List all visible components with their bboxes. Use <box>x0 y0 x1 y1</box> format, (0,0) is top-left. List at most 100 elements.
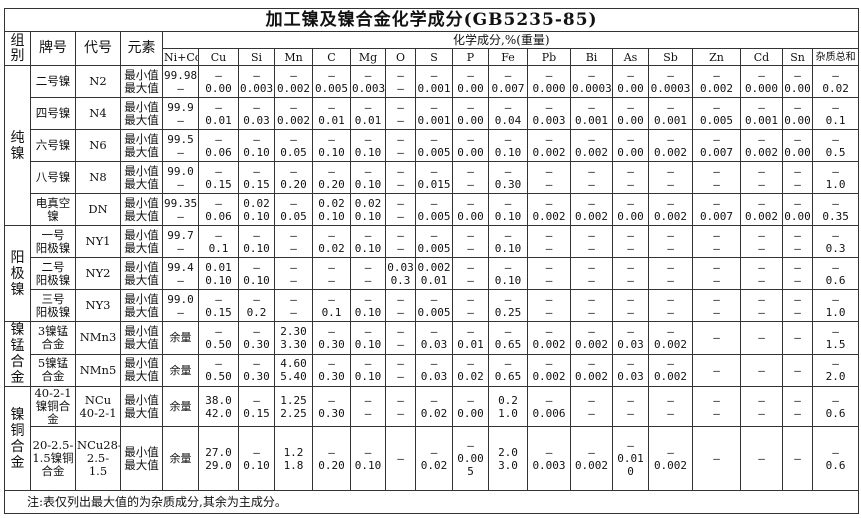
value-cell: — <box>782 321 813 355</box>
element-header: Bi <box>570 48 613 66</box>
header-group: 组 别 <box>4 31 31 66</box>
value-cell: — <box>692 321 741 355</box>
value-cell: — 0.005 <box>415 289 453 322</box>
value-cell: 1.25 2.25 <box>274 386 313 427</box>
value-cell: — 0.20 <box>274 161 313 194</box>
value-cell: — 0.007 <box>692 193 741 226</box>
minmax-label: 最小值 最大值 <box>120 321 163 355</box>
group-label: 镍 锰 合 金 <box>4 321 31 387</box>
value-cell: — 0.30 <box>312 353 351 387</box>
table-row: 纯 镍二号镍 N2 最小值 最大值 99.98 — — 0.00— 0.003— 0.0… <box>4 65 860 226</box>
value-cell: — — <box>782 386 813 427</box>
value-cell: — 0.20 <box>312 161 351 194</box>
minmax-label: 最小值 最大值 <box>120 386 163 427</box>
value-cell: — — <box>648 386 693 427</box>
value-cell: — — <box>312 257 351 290</box>
table-title: 加工镍及镍合金化学成分(GB5235-85) <box>3 8 860 32</box>
value-cell: — 0.02 <box>312 225 351 258</box>
value-cell: — 0.002 <box>570 321 613 355</box>
value-cell: — — <box>452 289 489 322</box>
value-cell: — — <box>274 289 313 322</box>
value-cell: — 0.00 <box>782 97 813 130</box>
value-cell: — 0.002 <box>648 426 693 491</box>
value-cell: — 0.007 <box>488 65 528 98</box>
value-cell: — 0.002 <box>648 321 693 355</box>
element-header: Pb <box>527 48 571 66</box>
value-cell: — — <box>274 225 313 258</box>
value-cell: — — <box>274 257 313 290</box>
value-cell: — 0.06 <box>198 129 239 162</box>
composition-table: 加工镍及镍合金化学成分(GB5235-85) 组 别 牌号 代号 元素 化学成分… <box>3 8 860 514</box>
value-cell: — 0.10 <box>350 289 386 322</box>
value-cell: — 0.6 <box>811 426 860 491</box>
value-cell: — 0.6 <box>811 386 860 427</box>
value-cell: — — <box>612 161 649 194</box>
value-cell: — 0.002 <box>570 353 613 387</box>
grade-cell: 3镍锰 合金 <box>30 321 76 355</box>
minmax-label: 最小值 最大值 <box>120 353 163 387</box>
value-cell: 0.02 0.10 <box>238 193 275 226</box>
element-header: Fe <box>488 48 528 66</box>
value-cell: — 2.0 <box>811 353 860 387</box>
grade-cell: 40-2-1 镍铜合 金 <box>30 386 76 427</box>
value-cell: — 0.6 <box>811 257 860 290</box>
minmax-label: 最小值 最大值 <box>120 193 163 226</box>
value-cell: — 0.02 <box>415 386 453 427</box>
value-cell: — 0.002 <box>527 321 571 355</box>
value-cell: 4.60 5.40 <box>274 353 313 387</box>
value-cell: — 0.5 <box>811 129 860 162</box>
value-cell: — 0.10 <box>350 129 386 162</box>
value-cell: — 0.1 <box>312 289 351 322</box>
value-cell: — — <box>527 289 571 322</box>
value-cell: — — <box>385 289 416 322</box>
value-cell: — 0.10 <box>312 129 351 162</box>
value-cell: — 0.06 <box>198 193 239 226</box>
value-cell: — 0.000 <box>740 65 783 98</box>
value-cell: — — <box>350 257 386 290</box>
code-cell: DN <box>75 193 121 226</box>
value-cell: — 0.50 <box>198 353 239 387</box>
value-cell: — 0.02 <box>452 353 489 387</box>
minmax-label: 最小值 最大值 <box>120 129 163 162</box>
code-cell: N4 <box>75 97 121 130</box>
code-cell: NMn5 <box>75 353 121 387</box>
value-cell: 2.0 3.0 <box>488 426 528 491</box>
value-cell: — — <box>740 161 783 194</box>
value-cell: 余量 <box>162 386 199 427</box>
table-row: 二号 阳极镍 NY2 最小值 最大值 99.4 —0.01 0.10— 0.10— —… <box>5 257 860 290</box>
value-cell: — — <box>648 161 693 194</box>
value-cell: — 0.01 <box>350 97 386 130</box>
value-cell: — 0.00 <box>782 129 813 162</box>
value-cell: — — <box>740 257 783 290</box>
code-cell: NCu 40-2-1 <box>75 386 121 427</box>
value-cell: — <box>740 353 783 387</box>
value-cell: 27.0 29.0 <box>198 426 239 491</box>
value-cell: 99.0 — <box>162 289 199 322</box>
value-cell: — — <box>570 386 613 427</box>
value-cell: — 0.10 <box>238 257 275 290</box>
value-cell: — 0.000 <box>527 65 571 98</box>
table-row: 六号镍 N6 最小值 最大值 99.5 — — 0.06— 0.10— 0.05— 0.… <box>5 129 860 162</box>
element-header: S <box>415 48 453 66</box>
value-cell: — 0.03 <box>612 353 649 387</box>
value-cell: — — <box>692 257 741 290</box>
value-cell: — — <box>527 225 571 258</box>
value-cell: — <box>782 353 813 387</box>
value-cell: — 0.15 <box>198 289 239 322</box>
value-cell: — <box>385 426 416 491</box>
value-cell: — 0.05 <box>274 193 313 226</box>
value-cell: — 0.10 <box>238 426 275 491</box>
element-header: Ni+Co <box>162 48 199 66</box>
value-cell: — 0.3 <box>811 225 860 258</box>
value-cell: — 0.00 5 <box>452 426 489 491</box>
value-cell: — <box>782 426 813 491</box>
value-cell: 0.03 0.3 <box>385 257 416 290</box>
value-cell: — — <box>740 225 783 258</box>
value-cell: — <box>692 426 741 491</box>
value-cell: 余量 <box>162 353 199 387</box>
value-cell: — 0.03 <box>415 321 453 355</box>
value-cell: — 0.02 <box>811 65 860 98</box>
value-cell: — 0.00 <box>782 65 813 98</box>
value-cell: — 0.003 <box>527 97 571 130</box>
value-cell: — 0.1 <box>198 225 239 258</box>
